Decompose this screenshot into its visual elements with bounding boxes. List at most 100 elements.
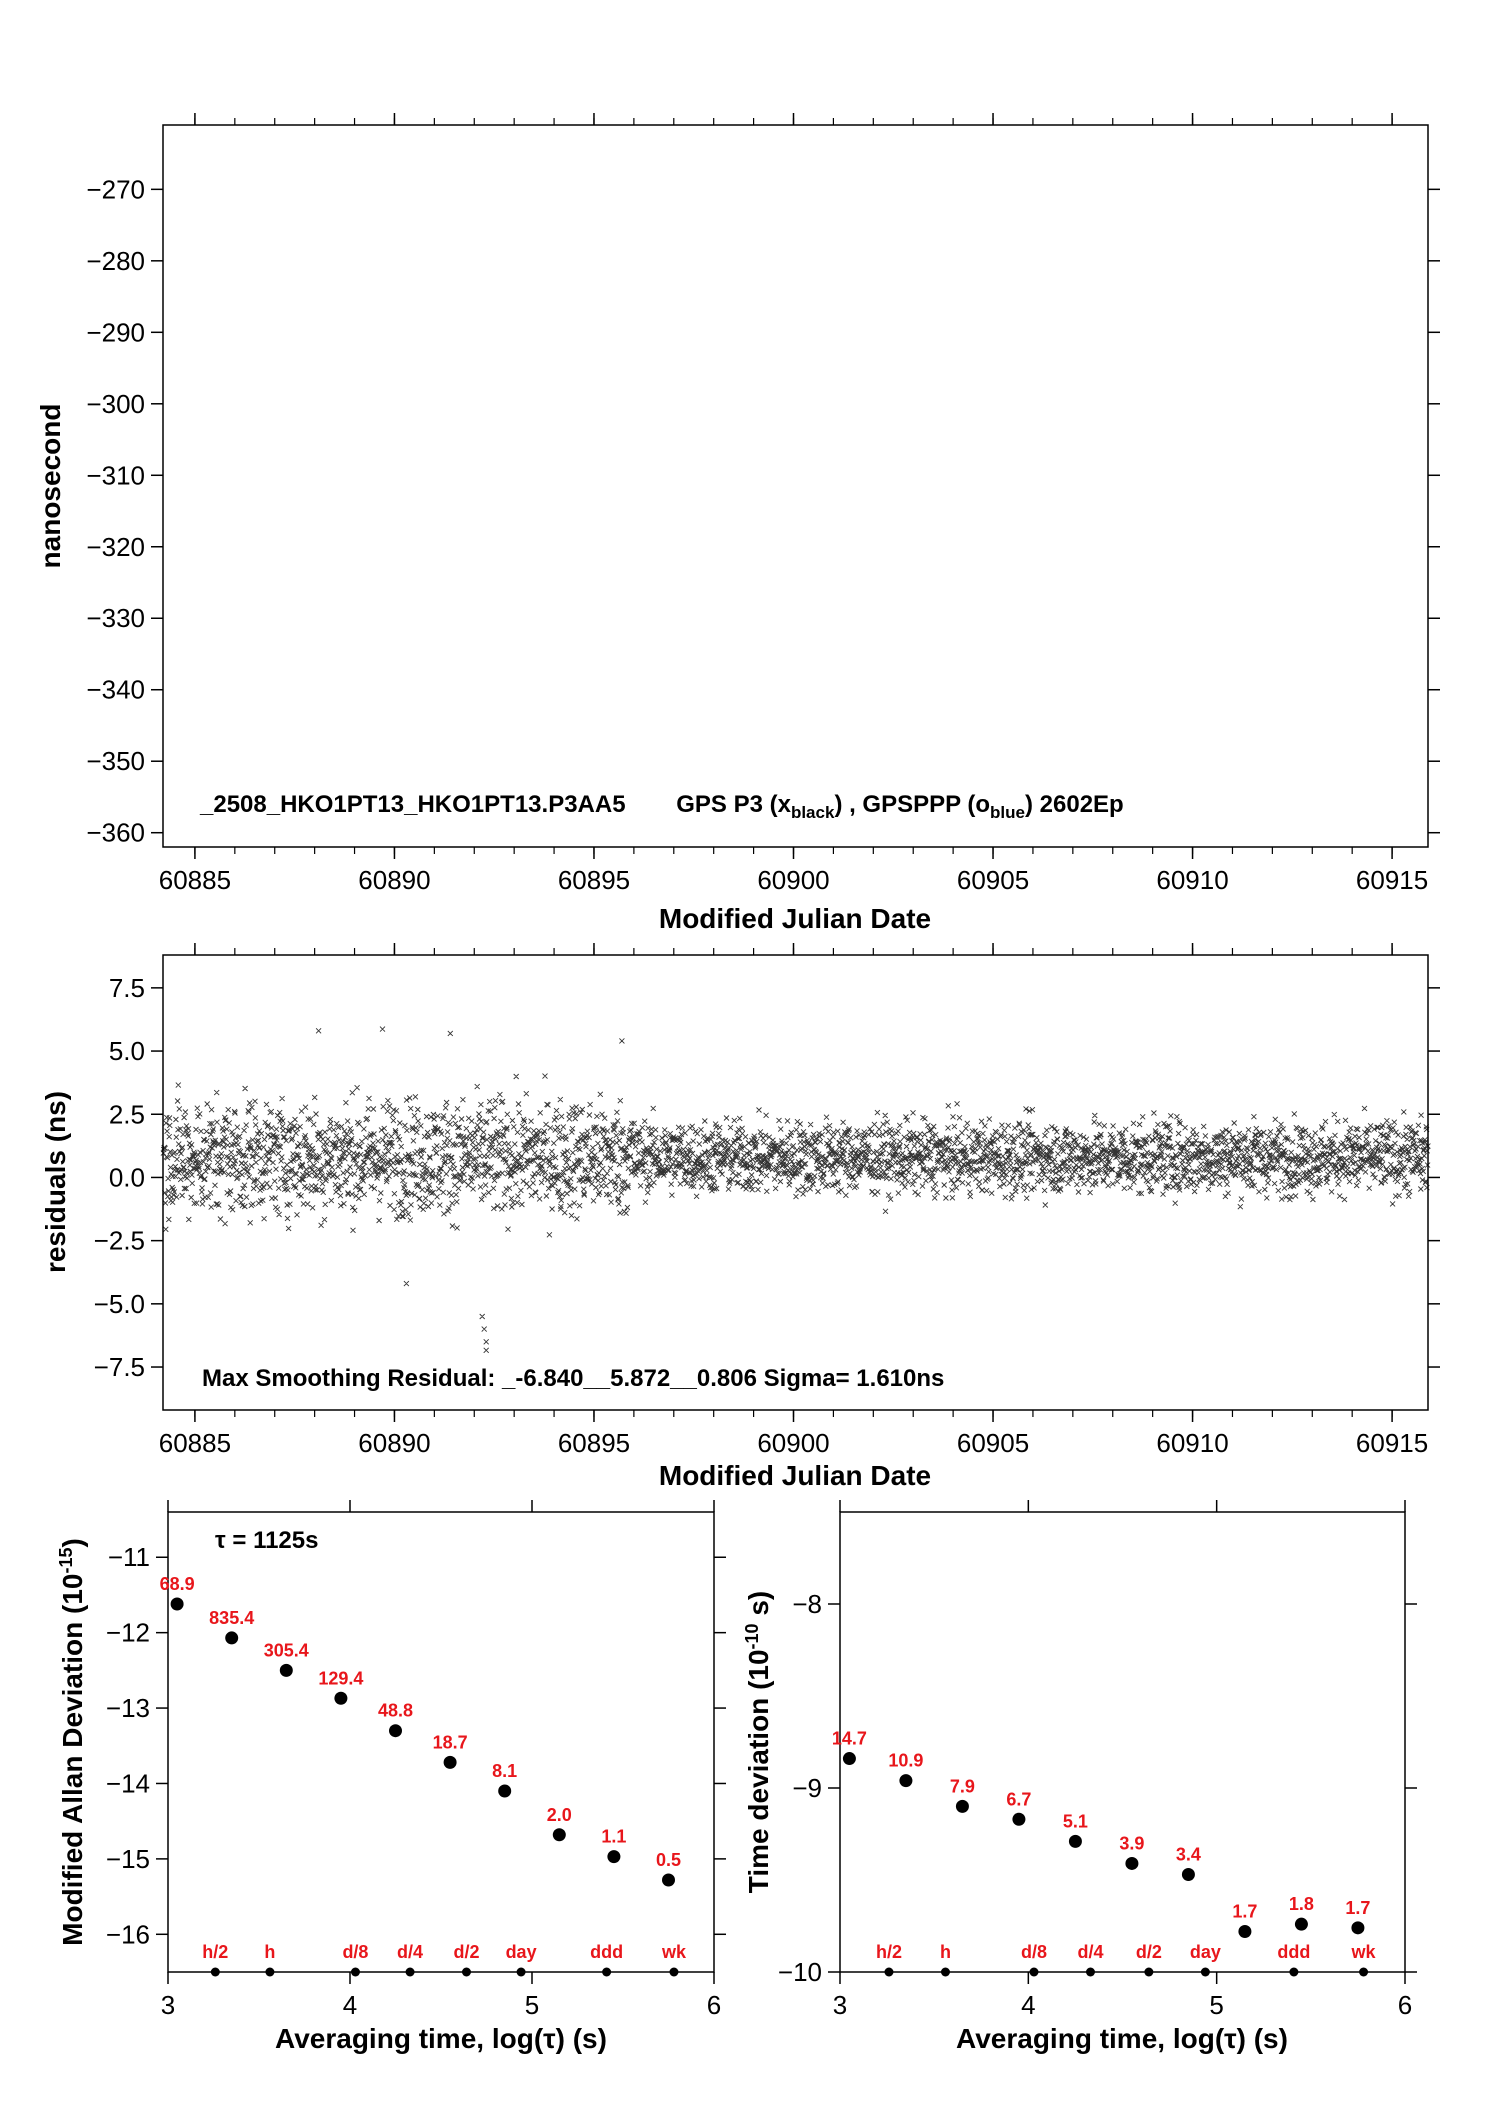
dev-point	[279, 1663, 293, 1677]
dev-point	[1351, 1921, 1365, 1935]
time-marker-label: d/8	[342, 1942, 368, 1962]
residuals-plot-panel: 60885 60890 60895 60900 60905 60910 60915 7.5 5.…	[40, 943, 1440, 1491]
time-marker-label: ddd	[1277, 1942, 1310, 1962]
tdev-plot-ticks: 3 4 5 6 −8 −9 −10	[778, 1500, 1417, 2020]
annotation-ppp-sub: blue	[990, 803, 1025, 822]
x-tick-label: 5	[525, 1990, 539, 2020]
time-marker-dot	[516, 1967, 526, 1977]
mdev-ylabel: Modified Allan Deviation (10-15)	[56, 1538, 88, 1946]
dev-point	[1068, 1834, 1082, 1848]
dev-point-label: 1.8	[1289, 1894, 1314, 1914]
timing-plot-frame	[162, 124, 1429, 848]
y-tick-label: −2.5	[94, 1226, 145, 1256]
timing-ylabel: nanosecond	[35, 404, 66, 569]
x-tick-label: 3	[161, 1990, 175, 2020]
x-tick-label: 5	[1209, 1990, 1223, 2020]
y-tick-label: −310	[86, 460, 145, 490]
mdev-plot-panel: 3 4 5 6 −11 −12 −13 −14 −15 −16 68.9 835.4 305.4 129…	[56, 1500, 726, 2054]
annotation-mid: ) , GPSPPP (o	[834, 791, 990, 818]
time-marker-label: wk	[1351, 1942, 1377, 1962]
dev-point	[1012, 1812, 1026, 1826]
time-marker-dot	[602, 1967, 612, 1977]
residuals-annotation: Max Smoothing Residual: _-6.840__5.872__…	[202, 1365, 944, 1392]
residuals-ylabel: residuals (ns)	[40, 1091, 71, 1273]
timing-plot-ticks: 60885 60890 60895 60900 60905 60910 60915 −270 −…	[86, 113, 1440, 895]
residuals-plot-frame	[162, 954, 1429, 1411]
x-tick-label: 60905	[957, 1428, 1029, 1458]
time-marker-label: d/8	[1021, 1942, 1047, 1962]
dev-point-label: 0.5	[656, 1850, 681, 1870]
dev-point	[1181, 1867, 1195, 1881]
y-tick-label: −300	[86, 389, 145, 419]
x-tick-label: 6	[1398, 1990, 1412, 2020]
annotation-gps-sub: black	[791, 803, 835, 822]
annotation-gps: GPS P3 (x	[676, 791, 791, 818]
x-tick-label: 60905	[957, 865, 1029, 895]
y-tick-label: 0.0	[109, 1162, 145, 1192]
y-tick-label: −16	[106, 1919, 150, 1949]
time-marker-label: d/2	[453, 1942, 479, 1962]
dev-point-label: 1.7	[1345, 1898, 1370, 1918]
time-marker-label: day	[1190, 1942, 1221, 1962]
time-marker-dot	[210, 1967, 220, 1977]
y-tick-label: −350	[86, 746, 145, 776]
x-tick-label: 60915	[1356, 865, 1428, 895]
tdev-ylabel-end: s)	[743, 1591, 774, 1624]
dev-point	[334, 1691, 348, 1705]
x-tick-label: 60895	[558, 1428, 630, 1458]
x-tick-label: 60900	[757, 1428, 829, 1458]
dev-point-label: 6.7	[1006, 1789, 1031, 1809]
dev-point-label: 5.1	[1063, 1811, 1088, 1831]
time-marker-label: h/2	[876, 1942, 902, 1962]
y-tick-label: 7.5	[109, 973, 145, 1003]
x-tick-label: 4	[1021, 1990, 1035, 2020]
mdev-plot-ticks: 3 4 5 6 −11 −12 −13 −14 −15 −16	[106, 1500, 726, 2020]
time-marker-dot	[265, 1967, 275, 1977]
time-marker-dot	[461, 1967, 471, 1977]
time-marker-label: h/2	[202, 1942, 228, 1962]
dev-point	[389, 1724, 402, 1738]
timing-xlabel: Modified Julian Date	[659, 903, 931, 934]
y-tick-label: −13	[106, 1693, 150, 1723]
dev-point	[1125, 1856, 1139, 1870]
y-tick-label: −11	[108, 1542, 150, 1572]
x-tick-label: 3	[833, 1990, 847, 2020]
tdev-xlabel: Averaging time, log(τ) (s)	[956, 2023, 1288, 2054]
annotation-end: ) 2602Ep	[1025, 791, 1124, 818]
y-tick-label: −270	[86, 174, 145, 204]
y-tick-label: −15	[106, 1844, 150, 1874]
y-tick-label: −12	[106, 1618, 150, 1648]
dev-point	[607, 1850, 621, 1864]
dev-point-label: 1.7	[1232, 1902, 1257, 1922]
dev-point	[498, 1784, 512, 1798]
dev-point	[552, 1828, 566, 1842]
dev-point-label: 8.1	[492, 1761, 517, 1781]
tau-note: τ = 1125s	[215, 1527, 318, 1554]
x-tick-label: 60900	[757, 865, 829, 895]
tdev-ylabel-text: Time deviation (10	[743, 1649, 774, 1893]
time-marker-dot	[1029, 1967, 1039, 1977]
time-marker-dot	[940, 1967, 950, 1977]
x-tick-label: 60910	[1156, 1428, 1228, 1458]
y-tick-label: −330	[86, 603, 145, 633]
y-tick-label: 5.0	[109, 1036, 145, 1066]
time-marker-label: h	[264, 1942, 275, 1962]
dev-point	[899, 1774, 913, 1788]
annotation-id: _2508_HKO1PT13_HKO1PT13.P3AA5	[199, 791, 626, 818]
x-tick-label: 60885	[159, 865, 231, 895]
dev-point	[955, 1799, 969, 1813]
time-marker-label: d/4	[1077, 1942, 1103, 1962]
y-tick-label: −280	[86, 246, 145, 276]
dev-point-label: 1.1	[601, 1827, 626, 1847]
residual-points	[160, 1026, 1431, 1354]
dev-point-label: 10.9	[888, 1751, 923, 1771]
residual-marks	[160, 1026, 1431, 1354]
x-tick-label: 60915	[1356, 1428, 1428, 1458]
dev-point	[170, 1597, 184, 1611]
mdev-points: 68.9 835.4 305.4 129.4 48.8 18.7 8.1 2.0 1.1 0.5 h…	[160, 1574, 687, 1977]
time-marker-dot	[669, 1967, 679, 1977]
time-marker-label: day	[506, 1942, 537, 1962]
y-tick-label: −8	[792, 1589, 822, 1619]
time-marker-dot	[350, 1967, 360, 1977]
mdev-plot-frame	[167, 1511, 715, 1973]
